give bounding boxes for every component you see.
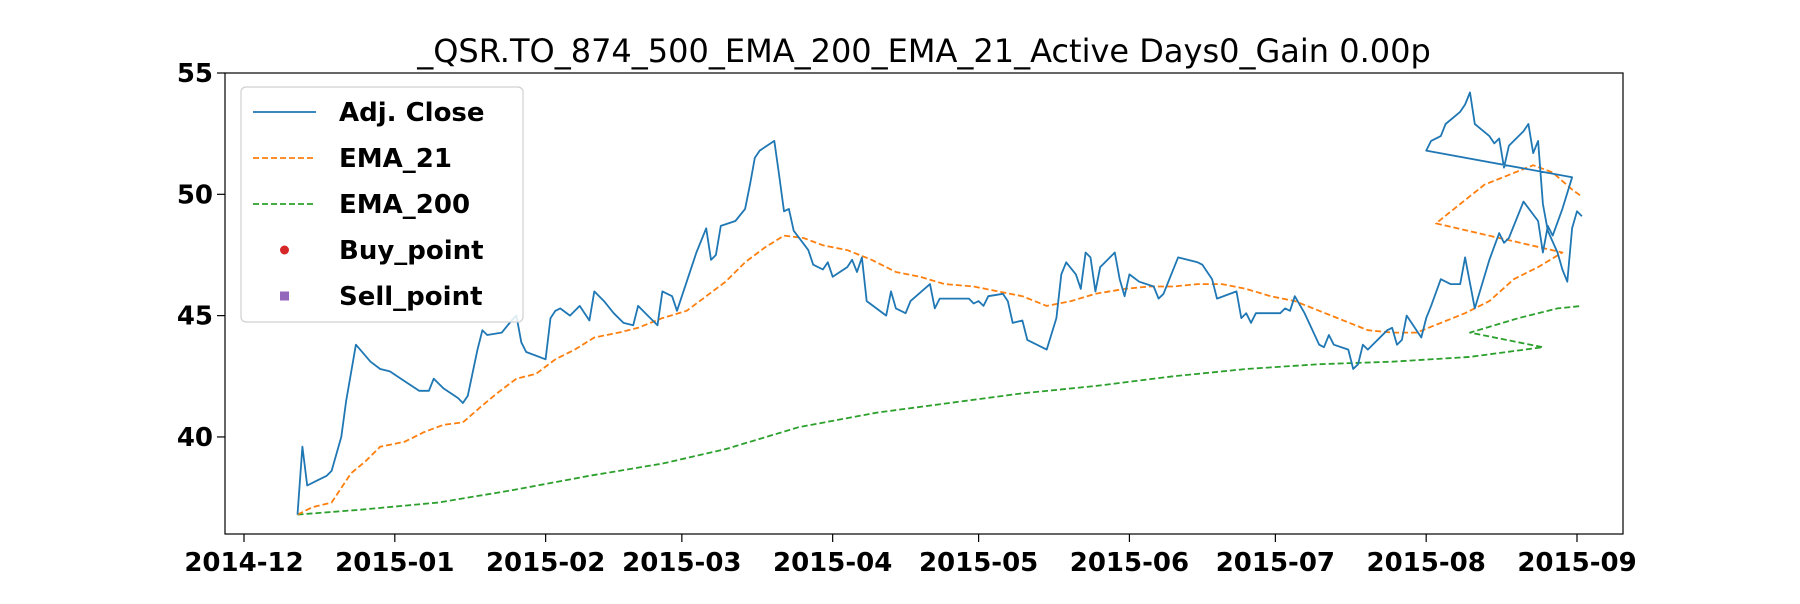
plot-frame [224,72,1624,535]
x-tick-label: 2015-06 [1070,548,1189,578]
y-tick-label: 45 [177,302,213,332]
series-line-ema-21 [297,164,1583,516]
x-tick-label: 2015-03 [622,548,741,578]
x-tick-label: 2014-12 [184,548,303,578]
legend-label-buy-point: Buy_point [339,236,484,266]
x-tick-label: 2015-02 [486,548,605,578]
y-tick-label: 50 [177,180,213,210]
series-line-ema-200 [297,305,1582,516]
chart-title: _QSR.TO_874_500_EMA_200_EMA_21_Active Da… [416,32,1431,70]
legend-label-adj-close: Adj. Close [339,98,485,128]
y-tick-label: 40 [177,423,213,453]
x-tick-label: 2015-07 [1216,548,1335,578]
legend-swatch-buy-point [280,245,289,255]
x-tick-label: 2015-09 [1517,548,1636,578]
legend-box [240,86,524,323]
x-tick-label: 2015-08 [1367,548,1486,578]
y-tick-label: 55 [177,59,213,89]
x-tick-label: 2015-04 [773,548,892,578]
legend-swatch-sell-point [280,291,289,301]
x-tick-label: 2015-01 [335,548,454,578]
x-tick-label: 2015-05 [919,548,1038,578]
series-line-adj-close [296,91,1583,515]
plot-area: 40 45 50 55 2014-12 2015-01 2015-02 2015-03 2015… [177,59,1637,578]
legend-label-ema-200: EMA_200 [339,190,470,220]
legend-label-ema-21: EMA_21 [339,144,452,174]
legend: Adj. Close EMA_21 EMA_200 Buy_point Sell_poi… [240,86,524,323]
legend-label-sell-point: Sell_point [339,282,483,312]
